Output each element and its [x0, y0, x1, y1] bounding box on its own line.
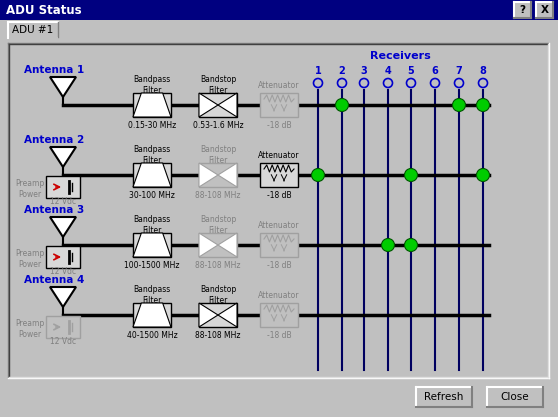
Bar — [199, 93, 237, 117]
Polygon shape — [218, 303, 237, 327]
Bar — [536, 2, 553, 18]
Text: ?: ? — [519, 5, 526, 15]
Text: Bandstop
Filter: Bandstop Filter — [200, 215, 236, 235]
Text: 6: 6 — [432, 66, 439, 76]
Text: 12 Vdc: 12 Vdc — [50, 266, 76, 276]
Text: 0.15-30 MHz: 0.15-30 MHz — [128, 121, 176, 130]
Polygon shape — [50, 287, 76, 307]
Text: Bandpass
Filter: Bandpass Filter — [133, 145, 171, 165]
Bar — [46, 246, 80, 268]
Bar — [133, 163, 171, 187]
Text: Bandstop
Filter: Bandstop Filter — [200, 75, 236, 95]
Circle shape — [477, 98, 489, 111]
Circle shape — [382, 239, 395, 251]
Text: Attenuator: Attenuator — [258, 151, 300, 159]
Text: -18 dB: -18 dB — [267, 331, 291, 339]
Bar — [0, 0, 558, 20]
Polygon shape — [199, 93, 218, 117]
Polygon shape — [218, 163, 237, 187]
Polygon shape — [218, 93, 237, 117]
Bar — [133, 93, 171, 117]
Text: Bandstop
Filter: Bandstop Filter — [200, 285, 236, 305]
Text: 4: 4 — [384, 66, 391, 76]
Text: Antenna 2: Antenna 2 — [24, 135, 84, 145]
Text: Antenna 3: Antenna 3 — [24, 205, 84, 215]
Polygon shape — [50, 77, 76, 97]
Text: Attenuator: Attenuator — [258, 80, 300, 90]
Bar — [260, 233, 298, 257]
Text: 100-1500 MHz: 100-1500 MHz — [124, 261, 180, 269]
Text: Preamp
Power: Preamp Power — [16, 319, 45, 339]
Polygon shape — [133, 303, 171, 327]
Bar — [487, 387, 543, 407]
Text: ADU Status: ADU Status — [6, 3, 81, 17]
Text: -18 dB: -18 dB — [267, 191, 291, 199]
Text: -18 dB: -18 dB — [267, 261, 291, 269]
Polygon shape — [133, 233, 171, 257]
Bar — [260, 303, 298, 327]
Polygon shape — [133, 163, 171, 187]
Bar — [10, 45, 547, 376]
Bar — [514, 2, 531, 18]
Bar — [199, 233, 237, 257]
Bar — [9, 37, 58, 39]
Bar — [8, 22, 58, 38]
Text: 2: 2 — [339, 66, 345, 76]
Text: 40-1500 MHz: 40-1500 MHz — [127, 331, 177, 339]
Text: 12 Vdc: 12 Vdc — [50, 196, 76, 206]
Polygon shape — [218, 233, 237, 257]
Text: X: X — [541, 5, 549, 15]
Text: Antenna 4: Antenna 4 — [24, 275, 84, 285]
Bar — [46, 316, 80, 338]
Circle shape — [335, 98, 349, 111]
Text: Close: Close — [501, 392, 530, 402]
Bar — [133, 303, 171, 327]
Text: Attenuator: Attenuator — [258, 291, 300, 299]
Text: 5: 5 — [408, 66, 415, 76]
Text: 30-100 MHz: 30-100 MHz — [129, 191, 175, 199]
Text: Antenna 1: Antenna 1 — [24, 65, 84, 75]
Bar — [133, 233, 171, 257]
Text: Bandstop
Filter: Bandstop Filter — [200, 145, 236, 165]
Polygon shape — [199, 163, 218, 187]
Bar — [260, 163, 298, 187]
Text: 88-108 MHz: 88-108 MHz — [195, 191, 240, 199]
Text: Preamp
Power: Preamp Power — [16, 179, 45, 198]
Text: 12 Vdc: 12 Vdc — [50, 337, 76, 346]
Bar — [46, 176, 80, 198]
Polygon shape — [199, 303, 218, 327]
Circle shape — [453, 98, 465, 111]
Polygon shape — [133, 93, 171, 117]
Polygon shape — [50, 217, 76, 237]
Text: 1: 1 — [315, 66, 321, 76]
Circle shape — [405, 239, 417, 251]
Text: ADU #1: ADU #1 — [12, 25, 54, 35]
Text: Bandpass
Filter: Bandpass Filter — [133, 285, 171, 305]
Text: 0.53-1.6 MHz: 0.53-1.6 MHz — [193, 121, 243, 130]
Bar — [199, 163, 237, 187]
Text: Bandpass
Filter: Bandpass Filter — [133, 215, 171, 235]
Polygon shape — [199, 233, 218, 257]
Text: Bandpass
Filter: Bandpass Filter — [133, 75, 171, 95]
Text: 8: 8 — [479, 66, 487, 76]
Text: Receivers: Receivers — [370, 51, 431, 61]
Bar — [416, 387, 472, 407]
Text: Attenuator: Attenuator — [258, 221, 300, 229]
Circle shape — [311, 168, 325, 181]
Circle shape — [477, 168, 489, 181]
Text: 7: 7 — [456, 66, 463, 76]
Text: Refresh: Refresh — [424, 392, 464, 402]
Bar — [199, 303, 237, 327]
Text: 88-108 MHz: 88-108 MHz — [195, 261, 240, 269]
Bar — [260, 93, 298, 117]
Text: -18 dB: -18 dB — [267, 121, 291, 130]
Text: Preamp
Power: Preamp Power — [16, 249, 45, 269]
Polygon shape — [50, 147, 76, 167]
Circle shape — [405, 168, 417, 181]
Text: 88-108 MHz: 88-108 MHz — [195, 331, 240, 339]
Text: 3: 3 — [360, 66, 367, 76]
